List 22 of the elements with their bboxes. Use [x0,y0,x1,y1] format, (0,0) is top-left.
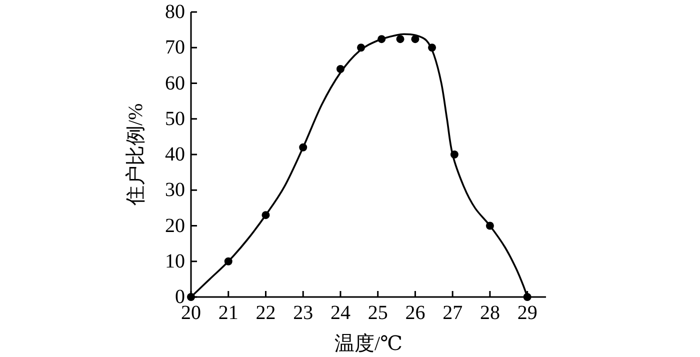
point [396,35,404,44]
y-tick-label: 60 [165,72,185,94]
y-tick-label: 10 [165,250,185,272]
x-tick-label: 20 [181,302,201,324]
y-axis-title: 住户比例/% [125,103,147,207]
x-tick-label: 27 [442,302,463,324]
y-tick-label: 80 [165,1,185,23]
point [411,35,420,44]
x-tick-label: 24 [330,302,350,324]
x-tick-label: 22 [256,302,276,324]
x-tick-label: 23 [293,302,314,324]
x-axis-title: 温度/℃ [334,333,402,355]
x-tick-label: 29 [517,302,538,324]
x-tick-label: 21 [218,302,238,324]
y-tick-label: 20 [165,214,185,237]
y-tick-label: 50 [165,108,185,130]
x-tick-label: 26 [405,302,426,324]
x-tick-label: 25 [368,302,388,324]
y-tick-label: 40 [165,144,185,166]
x-tick-label: 28 [480,302,500,324]
y-tick-label: 70 [165,36,185,59]
y-tick-label: 30 [165,179,185,202]
